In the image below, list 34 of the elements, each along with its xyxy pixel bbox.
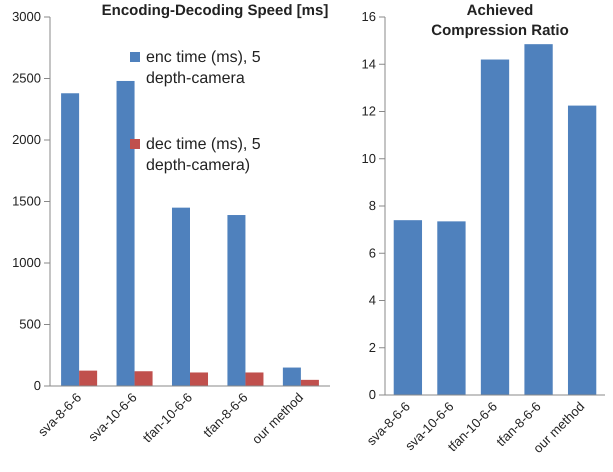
y-tick-label: 1000 (12, 255, 41, 270)
bar (524, 44, 553, 395)
y-tick-label: 8 (368, 198, 376, 214)
bar (437, 221, 466, 395)
y-tick-label: 6 (368, 245, 376, 260)
bar (227, 215, 246, 386)
y-tick-label: 16 (362, 9, 376, 24)
legend-label: dec time (ms), 5 depth-camera) (146, 136, 261, 174)
chart-title: Achieved Compression Ratio (431, 2, 569, 39)
bar (245, 372, 264, 386)
bar (134, 371, 153, 386)
y-tick-label: 0 (34, 378, 41, 394)
y-tick-label: 2000 (12, 132, 41, 148)
bar (394, 220, 422, 395)
bar (79, 370, 98, 386)
bar (116, 80, 135, 386)
y-tick-label: 2 (368, 340, 376, 355)
y-tick-label: 14 (362, 56, 376, 72)
bar (480, 60, 510, 395)
bar (568, 106, 596, 395)
y-tick-label: 0 (368, 387, 376, 402)
chart-title: Encoding-Decoding Speed [ms] (102, 2, 328, 19)
bar (282, 368, 301, 386)
y-tick-label: 12 (362, 104, 376, 119)
legend-label: enc time (ms), 5 depth-camera (146, 49, 261, 87)
y-tick-label: 1500 (12, 194, 41, 209)
bar (190, 372, 208, 386)
y-tick-label: 2500 (12, 70, 41, 86)
bar (172, 208, 190, 386)
bar (61, 93, 80, 386)
y-tick-label: 500 (19, 316, 41, 332)
y-tick-label: 10 (362, 150, 376, 166)
y-tick-label: 4 (368, 292, 376, 308)
y-tick-label: 3000 (12, 9, 41, 24)
